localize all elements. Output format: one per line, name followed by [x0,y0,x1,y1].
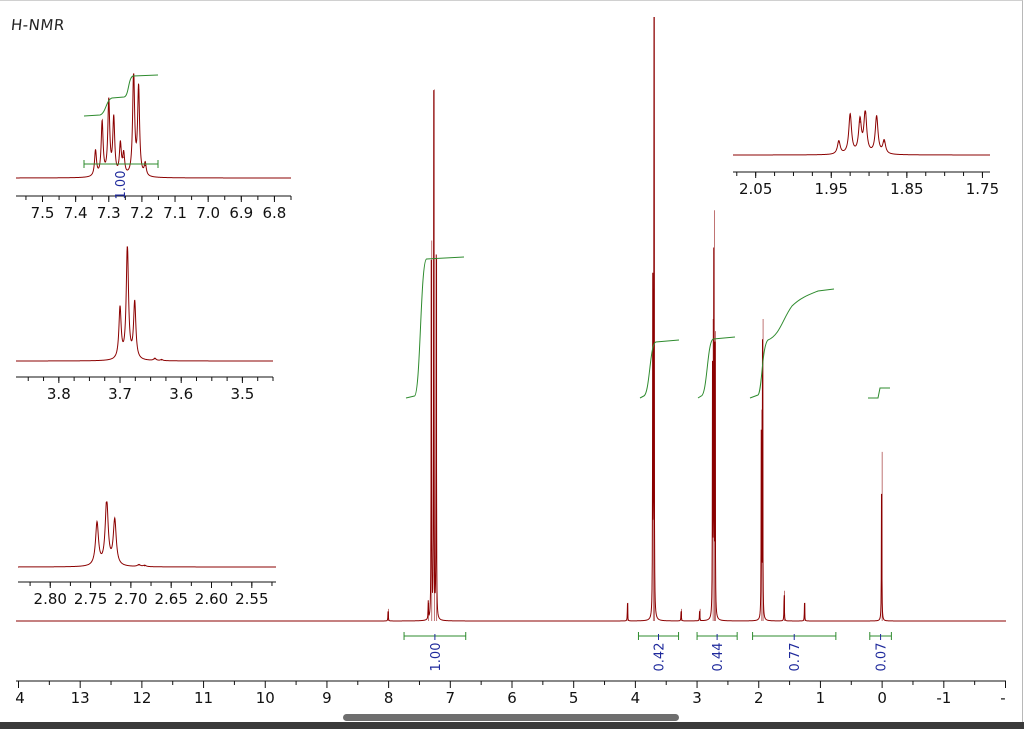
inset-arom-peak-2 [113,120,115,122]
inset-arom-tick-label: 7.4 [64,204,88,222]
inset-2-7-ppm: 2.80 2.75 2.70 2.65 2.60 2.55 [18,501,276,608]
integral-curve-3 [749,288,835,399]
inset-19-peak-0 [838,141,840,143]
horizontal-scrollbar-thumb[interactable] [343,714,679,721]
main-tick-label: 7 [446,689,456,707]
inset-19-peak-1 [849,114,851,116]
inset-27-tick-label: 2.55 [235,590,268,608]
inset-37-peak-0 [119,309,121,311]
inset-27-peak-2 [114,520,116,523]
inset-arom-peak-4 [123,156,125,158]
main-tick-label: -1 [936,689,951,707]
main-tick-label: 10 [256,689,275,707]
inset-27-tick-label: 2.60 [195,590,228,608]
inset-arom-peak-1 [108,102,110,104]
inset-27-peak-1 [106,501,108,503]
inset-arom-peak-8 [94,151,97,153]
integral-label-4: 0.07 [875,643,890,672]
main-tick-label: 4 [15,689,25,707]
integral-label-0: 1.00 [429,643,444,672]
inset-1-9-ppm: 2.05 1.95 1.85 1.75 [733,110,999,198]
inset-37-tick-label: 3.5 [230,385,254,403]
inset-arom-peak-0 [101,123,103,125]
inset-19-tick-label: 2.05 [739,180,772,198]
inset-aromatic-integral-label: 1.00 [114,171,129,200]
main-tick-label: 11 [194,689,213,707]
main-tick-label: 4 [631,689,641,707]
inset-arom-peak-5 [133,73,135,75]
main-tick-label: 9 [322,689,332,707]
window-bottom-bar [0,722,1024,729]
inset-19-peak-4 [876,117,878,119]
inset-arom-tick-label: 6.8 [263,204,287,222]
main-integrals: 1.00 0.42 0.44 0.77 0.07 [403,256,892,672]
inset-arom-peak-7 [144,164,146,167]
main-tick-label: 3 [692,689,702,707]
inset-arom-tick-label: 7.5 [31,204,55,222]
inset-arom-tick-label: 7.0 [196,204,220,222]
inset-27-tick-label: 2.80 [34,590,67,608]
main-tick-label: - [1000,689,1005,707]
inset-27-peak-0 [96,523,98,525]
inset-27-peak-4 [143,565,146,567]
main-spectrum-trace [16,16,1006,622]
integral-curve-2 [697,336,736,399]
integral-curve-1 [639,339,680,399]
integral-curve-4 [868,387,890,399]
main-tick-label: 12 [132,689,151,707]
integral-label-3: 0.77 [788,643,803,672]
inset-19-peak-3 [864,112,866,114]
main-x-axis: 4 13 12 11 10 9 8 7 6 5 4 3 2 1 0 -1- [15,680,1006,707]
integral-label-1: 0.42 [653,643,668,672]
inset-3-7-ppm: 3.8 3.7 3.6 3.5 [16,246,274,403]
inset-37-peak-1 [126,246,128,248]
inset-37-peak-3 [154,358,156,360]
inset-37-peak-2 [134,303,136,305]
integral-label-2: 0.44 [711,643,726,672]
inset-arom-peak-3 [119,146,121,148]
inset-aromatic-integral-curve [83,74,159,117]
main-tick-label: 8 [384,689,394,707]
inset-37-tick-label: 3.6 [169,385,193,403]
inset-19-trace [733,110,990,156]
inset-arom-peak-6 [137,89,140,91]
main-tick-label: 5 [569,689,579,707]
inset-19-peak-2 [859,121,861,123]
integral-curve-0 [405,256,465,399]
main-tick-label: 1 [816,689,826,707]
main-tick-label: 6 [507,689,517,707]
inset-arom-trace [16,73,291,179]
inset-arom-tick-label: 6.9 [229,204,253,222]
inset-19-tick-label: 1.85 [890,180,923,198]
inset-27-tick-label: 2.70 [114,590,147,608]
inset-27-trace [18,501,276,568]
main-tick-label: 0 [877,689,887,707]
inset-arom-tick-label: 7.2 [130,204,154,222]
main-tick-label: 13 [71,689,90,707]
inset-37-tick-label: 3.8 [47,385,71,403]
inset-37-peak-4 [161,359,163,361]
inset-19-tick-label: 1.95 [815,180,848,198]
inset-aromatic: 7.5 7.4 7.3 7.2 7.1 7.0 6.9 6.8 1.00 [16,73,292,222]
inset-27-tick-label: 2.65 [154,590,187,608]
inset-37-trace [16,246,273,362]
main-spectrum [16,16,1006,622]
main-tick-label: 2 [754,689,764,707]
inset-27-peak-3 [138,564,140,566]
inset-arom-tick-label: 7.3 [97,204,121,222]
inset-19-tick-label: 1.75 [966,180,999,198]
inset-27-tick-label: 2.75 [74,590,107,608]
inset-19-peak-5 [883,141,885,143]
inset-37-tick-label: 3.7 [108,385,132,403]
inset-arom-tick-label: 7.1 [163,204,187,222]
